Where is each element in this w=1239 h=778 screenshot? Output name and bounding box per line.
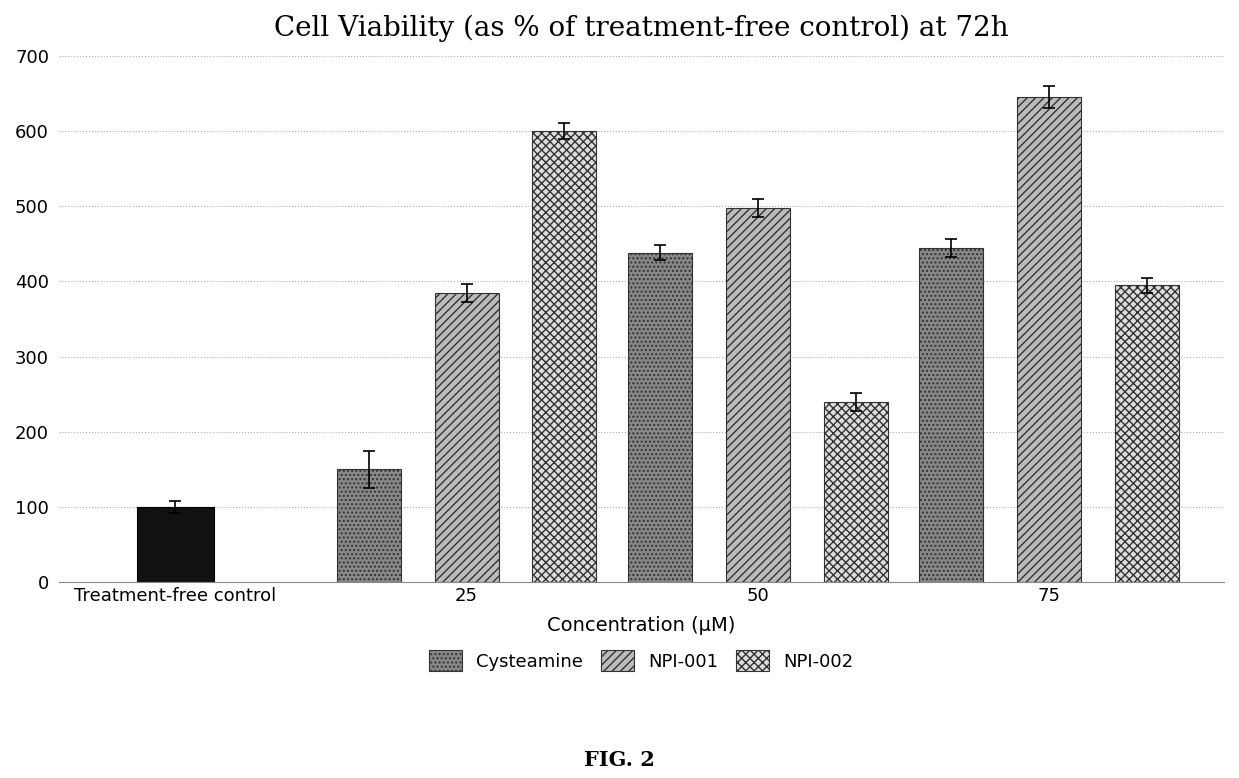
Bar <box>533 131 596 582</box>
Bar <box>1115 286 1180 582</box>
Bar <box>919 247 984 582</box>
Bar <box>435 293 498 582</box>
Bar <box>337 469 400 582</box>
X-axis label: Concentration (μM): Concentration (μM) <box>548 616 736 635</box>
Bar <box>136 507 213 582</box>
Text: FIG. 2: FIG. 2 <box>584 750 655 770</box>
Bar <box>628 253 693 582</box>
Title: Cell Viability (as % of treatment-free control) at 72h: Cell Viability (as % of treatment-free c… <box>274 15 1009 42</box>
Legend: Cysteamine, NPI-001, NPI-002: Cysteamine, NPI-001, NPI-002 <box>422 643 861 678</box>
Bar <box>726 209 790 582</box>
Bar <box>824 401 888 582</box>
Bar <box>1017 97 1082 582</box>
